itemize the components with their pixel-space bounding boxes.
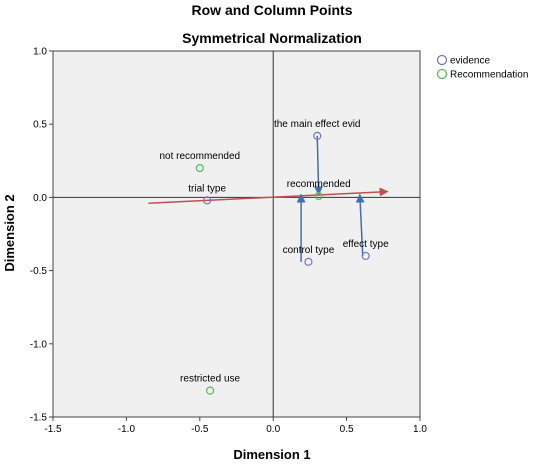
y-tick-label: 1.0	[33, 47, 47, 58]
point-label: trial type	[188, 183, 226, 194]
point-label: effect type	[343, 239, 389, 250]
point-label: recommended	[287, 179, 351, 190]
legend-marker	[436, 54, 448, 66]
plot-area	[52, 50, 421, 418]
evidence-point	[361, 251, 370, 261]
legend-marker	[436, 68, 448, 80]
y-tick-label: 0.5	[33, 120, 47, 131]
x-tick-label: 0.5	[340, 424, 354, 435]
y-tick-label: -1.0	[30, 339, 48, 350]
biplot-arrow	[314, 135, 324, 196]
y-tick-label: -1.5	[30, 413, 48, 424]
evidence-point	[313, 131, 322, 141]
chart-subtitle: Symmetrical Normalization	[182, 30, 362, 46]
legend-label: Recommendation	[450, 70, 528, 81]
x-tick-label: -0.5	[191, 424, 209, 435]
recommendation-point	[195, 164, 204, 173]
y-tick-label: -0.5	[30, 266, 48, 277]
point-label: control type	[283, 245, 335, 256]
evidence-point	[203, 196, 212, 205]
legend-label: evidence	[450, 56, 490, 67]
evidence-point	[304, 257, 313, 266]
recommendation-point	[205, 386, 215, 395]
x-tick-label: 1.0	[413, 424, 427, 435]
biplot-arrow	[148, 187, 389, 205]
x-tick-label: -1.5	[44, 424, 62, 435]
x-axis-title: Dimension 1	[233, 447, 310, 462]
x-tick-label: 0.0	[266, 424, 280, 435]
recommendation-point	[314, 191, 323, 201]
y-axis-title: Dimension 2	[2, 194, 17, 271]
biplot-arrow	[355, 193, 365, 256]
point-label: the main effect evid	[274, 119, 361, 130]
y-tick-label: 0.0	[33, 193, 47, 204]
chart-title: Row and Column Points	[192, 2, 353, 18]
point-label: restricted use	[180, 374, 240, 385]
point-label: not recommended	[159, 151, 240, 162]
x-tick-label: -1.0	[118, 424, 136, 435]
